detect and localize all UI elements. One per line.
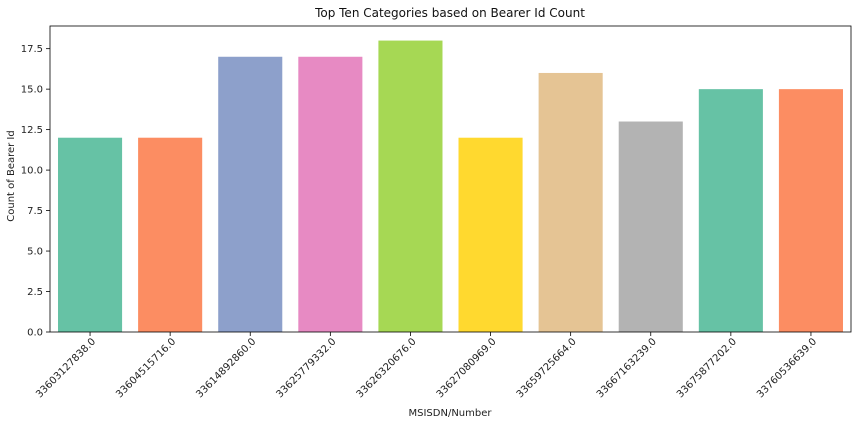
x-tick-label: 33614892860.0: [194, 336, 258, 400]
bar-9: [778, 89, 843, 333]
chart-title: Top Ten Categories based on Bearer Id Co…: [314, 6, 585, 20]
bar-5: [458, 137, 523, 332]
y-tick-label: 5.0: [27, 247, 43, 258]
y-tick-label: 10.0: [21, 166, 43, 177]
y-tick-label: 12.5: [21, 125, 43, 136]
x-tick-label: 33626320676.0: [355, 336, 419, 400]
y-tick-label: 17.5: [21, 44, 43, 55]
y-tick-label: 7.5: [27, 206, 43, 217]
x-tick-label: 33627080969.0: [435, 336, 499, 400]
bar-3: [298, 56, 363, 333]
x-tick-label: 33675877202.0: [675, 336, 739, 400]
y-tick-label: 0.0: [27, 328, 43, 339]
bar-2: [218, 56, 283, 333]
x-axis-label: MSISDN/Number: [409, 408, 493, 419]
y-axis-label: Count of Bearer Id: [6, 130, 17, 221]
x-tick-label: 33667163239.0: [595, 336, 659, 400]
x-tick-label: 33760536639.0: [755, 336, 819, 400]
bar-0: [58, 137, 123, 332]
x-tick-label: 33659725664.0: [515, 336, 579, 400]
bar-1: [138, 137, 203, 332]
y-axis: 0.0 2.5 5.0 7.5 10.0 12.5 15.0 17.5: [21, 44, 50, 339]
bar-4: [378, 40, 443, 332]
x-axis: 33603127838.0 33604515716.0 33614892860.0 3…: [34, 332, 819, 400]
bar-8: [698, 89, 763, 333]
plot-frame: [49, 25, 852, 333]
x-tick-label: 33603127838.0: [34, 336, 98, 400]
x-tick-label: 33625779332.0: [274, 336, 338, 400]
bars-group: [58, 40, 843, 333]
bar-7: [618, 121, 683, 333]
bar-6: [538, 72, 603, 332]
y-tick-label: 15.0: [21, 85, 43, 96]
x-tick-label: 33604515716.0: [114, 336, 178, 400]
y-tick-label: 2.5: [27, 287, 43, 298]
